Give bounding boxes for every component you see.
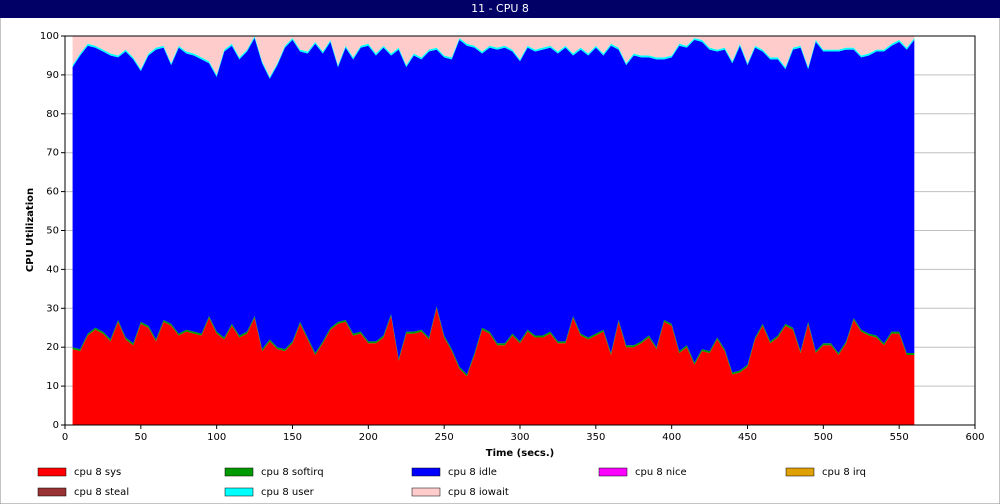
legend-swatch (785, 467, 815, 477)
plot-border (64, 35, 976, 426)
y-tick-label: 60 (46, 187, 59, 198)
x-tick-label: 350 (586, 432, 605, 443)
legend-label: cpu 8 softirq (261, 467, 324, 478)
y-tick-label: 90 (46, 70, 59, 81)
x-tick-label: 50 (134, 432, 147, 443)
y-tick-label: 50 (46, 226, 59, 237)
y-tick-label: 70 (46, 148, 59, 159)
x-tick-label: 400 (662, 432, 681, 443)
legend-swatch (224, 487, 254, 497)
area (72, 36, 915, 79)
x-tick-label: 200 (359, 432, 378, 443)
area (72, 308, 915, 425)
x-tick-label: 600 (965, 432, 984, 443)
legend-label: cpu 8 irq (822, 467, 866, 478)
legend-swatch (37, 467, 67, 477)
chart-title: 11 - CPU 8 (471, 2, 529, 15)
x-tick-label: 0 (62, 432, 68, 443)
legend-swatch (411, 467, 441, 477)
x-tick-label: 250 (435, 432, 454, 443)
x-axis-label: Time (secs.) (486, 448, 555, 459)
legend-label: cpu 8 user (261, 487, 315, 498)
legend-swatch (411, 487, 441, 497)
legend-label: cpu 8 steal (74, 487, 129, 498)
x-tick-label: 450 (738, 432, 757, 443)
legend-swatch (598, 467, 628, 477)
x-tick-label: 150 (283, 432, 302, 443)
area (72, 37, 915, 375)
x-tick-label: 100 (207, 432, 226, 443)
x-tick-label: 500 (814, 432, 833, 443)
area (72, 36, 915, 77)
y-tick-label: 100 (40, 31, 59, 42)
y-tick-label: 30 (46, 303, 59, 314)
y-tick-label: 80 (46, 109, 59, 120)
legend-swatch (224, 467, 254, 477)
legend-label: cpu 8 iowait (448, 487, 509, 498)
x-tick-label: 300 (510, 432, 529, 443)
y-tick-label: 10 (46, 381, 59, 392)
y-tick-label: 0 (53, 420, 59, 431)
title-bar (0, 0, 1000, 18)
y-tick-label: 20 (46, 342, 59, 353)
y-axis-label: CPU Utilization (25, 188, 36, 272)
legend-label: cpu 8 sys (74, 467, 121, 478)
x-tick-label: 550 (890, 432, 909, 443)
legend-swatch (37, 487, 67, 497)
y-tick-label: 40 (46, 264, 59, 275)
legend-label: cpu 8 idle (448, 467, 497, 478)
legend-label: cpu 8 nice (635, 467, 687, 478)
